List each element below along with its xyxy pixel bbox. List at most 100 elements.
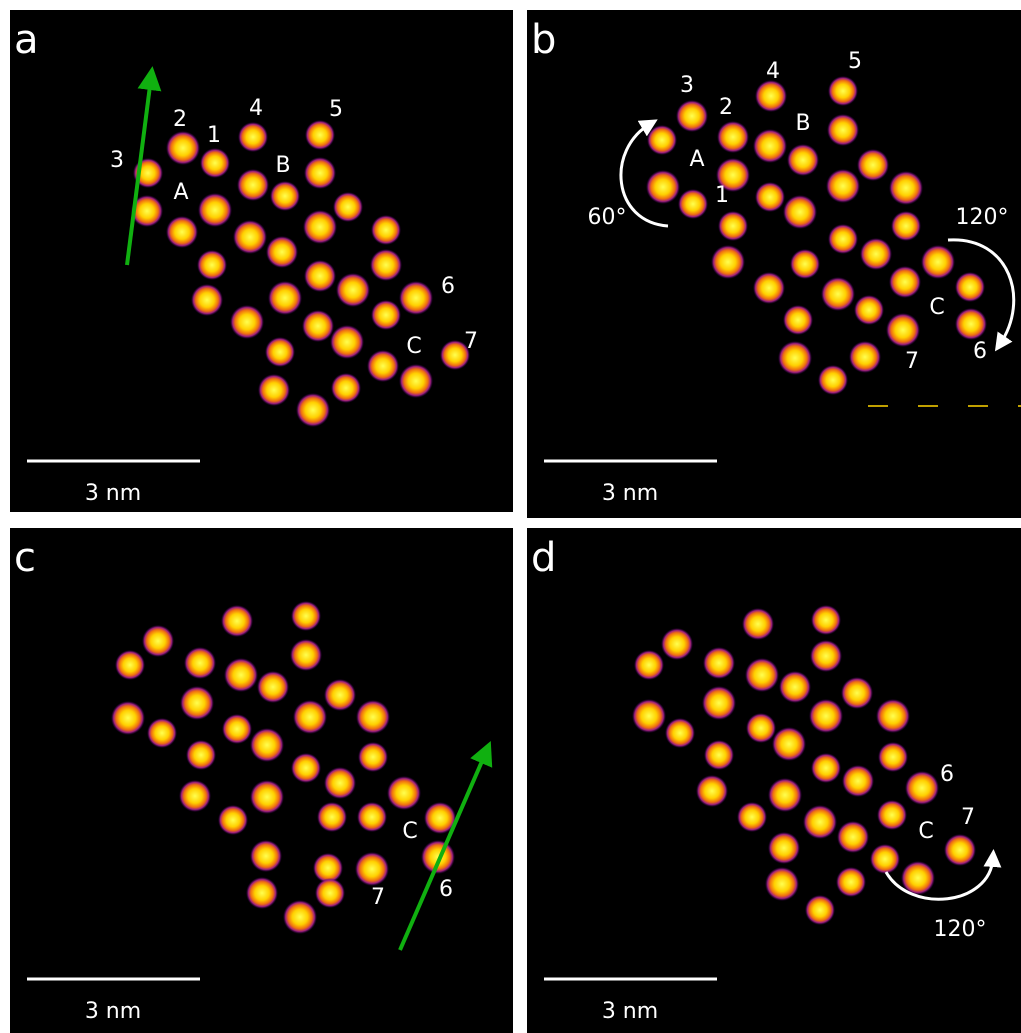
panel-letter: d: [531, 535, 556, 581]
atom: [805, 895, 835, 925]
atom: [356, 700, 390, 734]
atom: [237, 169, 269, 201]
annotation: C: [402, 819, 417, 844]
atom: [283, 900, 317, 934]
atom: [810, 640, 842, 672]
atom: [305, 120, 335, 150]
atom: [647, 125, 677, 155]
atom: [634, 650, 664, 680]
atom: [886, 313, 920, 347]
atom: [841, 677, 873, 709]
annotation: C: [929, 295, 944, 320]
atom: [746, 713, 776, 743]
atom: [333, 192, 363, 222]
atom: [811, 605, 841, 635]
atom: [737, 802, 767, 832]
annotation: A: [689, 147, 704, 172]
atom: [818, 365, 848, 395]
annotation: 60°: [588, 205, 627, 230]
atom: [854, 295, 884, 325]
atom: [755, 80, 787, 112]
atom: [870, 844, 900, 874]
atom: [358, 742, 388, 772]
atom: [889, 171, 923, 205]
atom: [857, 149, 889, 181]
atom: [828, 224, 858, 254]
atom: [944, 834, 976, 866]
atom: [291, 601, 321, 631]
annotation: B: [275, 153, 290, 178]
scale-bar-label: 3 nm: [85, 481, 141, 506]
atom: [200, 148, 230, 178]
atom: [803, 805, 837, 839]
atom: [877, 800, 907, 830]
atom: [821, 277, 855, 311]
annotation: 120°: [956, 205, 1009, 230]
annotation: 3: [110, 148, 124, 173]
atom: [270, 181, 300, 211]
atom: [676, 100, 708, 132]
atom: [661, 628, 693, 660]
atom: [772, 727, 806, 761]
atom: [703, 647, 735, 679]
atom: [355, 852, 389, 886]
atom: [147, 718, 177, 748]
atom: [778, 341, 812, 375]
atom: [302, 310, 334, 342]
atom: [266, 236, 298, 268]
atom: [296, 393, 330, 427]
atom: [905, 771, 939, 805]
atom: [696, 775, 728, 807]
atom: [399, 281, 433, 315]
annotation: 4: [766, 59, 780, 84]
atom: [186, 740, 216, 770]
panel-letter: c: [14, 535, 36, 581]
atom: [331, 373, 361, 403]
atom: [250, 840, 282, 872]
panel-letter: b: [531, 17, 556, 63]
atom: [783, 305, 813, 335]
annotation: B: [795, 111, 810, 136]
atom: [421, 840, 455, 874]
atom: [304, 260, 336, 292]
atom: [787, 144, 819, 176]
atom: [370, 249, 402, 281]
atom: [315, 878, 345, 908]
annotation: 7: [961, 805, 975, 830]
atom: [367, 350, 399, 382]
atom: [304, 157, 336, 189]
atom: [860, 238, 892, 270]
annotation: 7: [905, 349, 919, 374]
atom: [827, 114, 859, 146]
atom: [265, 337, 295, 367]
atom: [768, 778, 802, 812]
annotation: 1: [715, 183, 729, 208]
annotation: 2: [173, 107, 187, 132]
scale-bar-label: 3 nm: [85, 999, 141, 1024]
atom: [678, 189, 708, 219]
atom: [811, 753, 841, 783]
figure: a3 nm32145AB6C7b3 nm3245BA160°120°C76c3 …: [0, 0, 1021, 1033]
atom: [742, 608, 774, 640]
atom: [921, 245, 955, 279]
scale-bar-label: 3 nm: [602, 481, 658, 506]
annotation: 6: [973, 339, 987, 364]
atom: [268, 281, 302, 315]
atom: [765, 867, 799, 901]
atom: [779, 671, 811, 703]
annotation: 4: [249, 96, 263, 121]
atom: [224, 658, 258, 692]
atom: [783, 195, 817, 229]
atom: [387, 776, 421, 810]
annotation: 1: [207, 123, 221, 148]
atom: [849, 341, 881, 373]
atom: [357, 802, 387, 832]
atom: [222, 714, 252, 744]
atom: [317, 802, 347, 832]
panel: [10, 528, 513, 1033]
atom: [878, 742, 908, 772]
atom: [632, 699, 666, 733]
atom: [646, 170, 680, 204]
atom: [891, 211, 921, 241]
atom: [702, 686, 736, 720]
